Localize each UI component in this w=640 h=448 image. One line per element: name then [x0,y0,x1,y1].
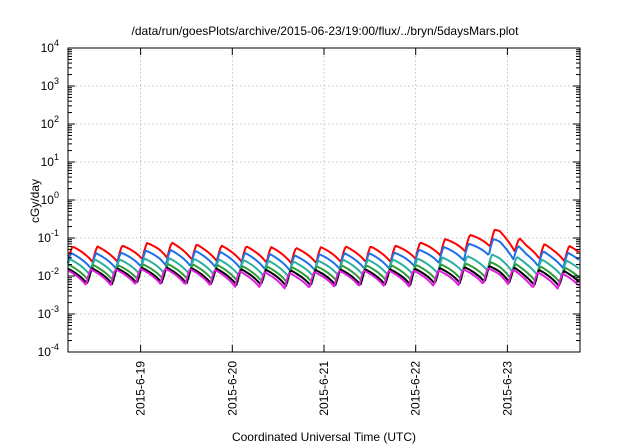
y-tick-exponent: -1 [51,228,59,238]
y-tick-exponent: 2 [54,114,59,124]
y-tick-label: 103 [41,76,59,93]
y-tick-base: 10 [38,269,52,283]
x-axis-label: Coordinated Universal Time (UTC) [232,430,416,444]
y-tick-exponent: -2 [51,266,59,276]
grid [68,48,580,352]
y-tick-label: 100 [41,190,59,207]
x-axis: 2015-6-19 2015-6-20 2015-6-21 2015-6-22 2015… [134,48,514,416]
y-tick-label: 102 [41,114,59,131]
series-line [67,265,580,287]
x-tick-label: 2015-6-23 [500,361,514,416]
y-tick-exponent: 1 [54,152,59,162]
y-tick-base: 10 [41,41,55,55]
y-tick-exponent: 4 [54,38,59,48]
x-tick-label: 2015-6-22 [409,361,423,416]
y-tick-label: 10-1 [38,228,59,245]
y-tick-base: 10 [38,231,52,245]
y-tick-exponent: -3 [51,304,59,314]
chart-title: /data/run/goesPlots/archive/2015-06-23/1… [132,24,520,38]
y-tick-base: 10 [41,193,55,207]
y-axis-label: cGy/day [28,179,42,223]
series-line [67,267,580,290]
series-line [67,253,580,279]
x-tick-label: 2015-6-21 [317,361,331,416]
series-line [67,261,580,284]
y-tick-exponent: 0 [54,190,59,200]
y-tick-label: 10-4 [38,342,59,359]
y-tick-exponent: -4 [51,342,59,352]
series-line [67,228,580,265]
y-tick-label: 104 [41,38,59,55]
y-tick-base: 10 [38,307,52,321]
y-tick-label: 101 [41,152,59,169]
y-tick-base: 10 [41,79,55,93]
x-tick-label: 2015-6-19 [134,361,148,416]
x-tick-label: 2015-6-20 [225,361,239,416]
series-line [67,238,580,272]
series-group [67,228,580,290]
y-tick-base: 10 [38,345,52,359]
y-tick-base: 10 [41,155,55,169]
y-tick-label: 10-2 [38,266,59,283]
y-tick-base: 10 [41,117,55,131]
y-tick-exponent: 3 [54,76,59,86]
y-tick-label: 10-3 [38,304,59,321]
